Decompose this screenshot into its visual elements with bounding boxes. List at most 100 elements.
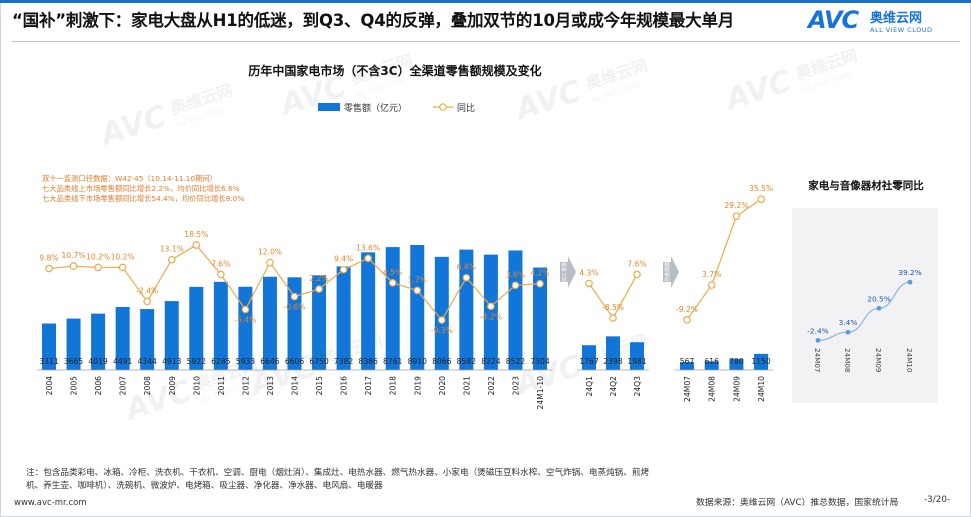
yoy-point: [585, 279, 593, 288]
yoy-point: [167, 255, 176, 264]
x-tick-label: 2021: [462, 376, 471, 395]
bar-value-label: 567: [680, 357, 695, 366]
bar-annual: [385, 247, 400, 370]
inset-point: [876, 305, 882, 311]
yoy-value-label: 10.2%: [86, 252, 110, 261]
x-tick-label: 24M07: [683, 376, 692, 402]
yoy-value-label: 9.4%: [334, 255, 353, 264]
yoy-point: [732, 212, 741, 220]
bar-annual: [483, 254, 498, 370]
bar-value-label: 4913: [162, 357, 181, 366]
x-tick-label: 24M08: [708, 376, 717, 402]
footnote: 注：包含品类彩电、冰箱、冷柜、洗衣机、干衣机、空调、厨电（烟灶消）、集成灶、电热…: [26, 468, 650, 491]
yoy-point: [707, 281, 716, 289]
bar-quarterly: [606, 336, 620, 370]
bar-quarterly: [630, 342, 644, 370]
x-tick-label: 2020: [438, 376, 447, 395]
x-tick-label: 2014: [291, 376, 300, 395]
inset-x-tick-label: 24M08: [843, 348, 852, 373]
yoy-point: [94, 263, 102, 272]
bar-value-label: 3311: [39, 357, 58, 366]
x-tick-label: 2011: [217, 376, 226, 395]
yoy-value-label: 7.6%: [211, 259, 230, 268]
yoy-point: [413, 286, 422, 295]
x-tick-label: 2009: [168, 376, 177, 395]
bar-value-label: 6606: [285, 357, 304, 366]
bar-monthly: [704, 361, 719, 370]
yoy-line-monthly: [686, 198, 762, 321]
yoy-value-label: -5.4%: [234, 316, 256, 325]
yoy-point: [757, 195, 765, 203]
logo-en: ALL VIEW CLOUD: [870, 26, 933, 34]
inset-value-label: 39.2%: [898, 268, 921, 277]
bar-annual: [115, 306, 130, 370]
bar-value-label: 8910: [408, 357, 427, 366]
avc-logo: AVC 奥维云网 ALL VIEW CLOUD: [808, 6, 958, 40]
bar-value-label: 6285: [211, 357, 230, 366]
x-tick-label: 2012: [241, 376, 250, 395]
logo-brand: AVC: [808, 6, 859, 34]
bar-annual: [336, 266, 351, 370]
yoy-value-label: 4.3%: [579, 268, 598, 277]
data-source: 数据来源：奥维云网（AVC）推总数据，国家统计局: [696, 498, 899, 508]
bar-value-label: 5922: [187, 357, 206, 366]
bar-value-label: 4344: [138, 357, 157, 366]
yoy-value-label: 13.6%: [356, 243, 380, 252]
inset-chart-title: 家电与音像器材社零同比: [808, 179, 924, 192]
separator-arrow: [560, 256, 576, 288]
yoy-value-label: -9.3%: [431, 326, 453, 335]
yoy-value-label: 18.5%: [184, 230, 208, 239]
bar-value-label: 780: [729, 357, 744, 366]
yoy-value-label: 6.4%: [457, 263, 476, 272]
yoy-point: [45, 264, 53, 273]
yoy-value-label: 29.2%: [724, 201, 748, 210]
header-divider: [12, 41, 960, 42]
x-tick-label: 24Q3: [633, 376, 642, 397]
yoy-point: [536, 279, 544, 288]
inset-x-tick-label: 24M07: [813, 348, 822, 373]
bar-monthly: [729, 359, 744, 370]
yoy-value-label: 12.0%: [258, 248, 282, 257]
x-tick-label: 2019: [413, 376, 422, 395]
bar-quarterly: [582, 345, 596, 370]
bar-value-label: 1767: [579, 357, 598, 366]
bar-annual: [312, 275, 327, 370]
bar-annual: [262, 276, 277, 370]
yoy-value-label: 2.2%: [309, 274, 328, 283]
inset-panel-background: [792, 208, 938, 403]
bar-value-label: 8224: [481, 357, 500, 366]
bar-value-label: 1150: [751, 357, 770, 366]
inset-x-tick-label: 24M10: [905, 348, 914, 373]
x-tick-label: 24Q2: [609, 376, 618, 397]
yoy-value-label: 3.7%: [702, 270, 721, 279]
yoy-value-label: 10.2%: [111, 252, 135, 261]
x-tick-label: 2004: [45, 376, 54, 395]
bar-value-label: 7382: [334, 357, 353, 366]
watermark-brand: AVC: [720, 64, 796, 118]
yoy-point: [437, 316, 446, 324]
yoy-value-label: 9.8%: [39, 254, 58, 263]
yoy-value-label: 4.2%: [530, 269, 549, 278]
bar-annual: [361, 252, 376, 370]
legend-bar-label: 零售额（亿元）: [344, 102, 407, 114]
yoy-point: [609, 314, 617, 322]
inset-line: [817, 281, 911, 341]
inset-value-label: 20.5%: [867, 294, 890, 303]
header-accent-bar: [0, 0, 971, 3]
yoy-point: [118, 263, 127, 272]
yoy-value-label: 3.6%: [506, 270, 525, 279]
separator-label: 月度规模: [664, 262, 671, 282]
x-tick-label: 24M1-10: [536, 376, 545, 410]
bar-value-label: 616: [704, 357, 719, 366]
watermark-brand: AVC: [95, 99, 171, 153]
bar-value-label: 8522: [506, 357, 525, 366]
yoy-value-label: -8.5%: [602, 303, 624, 312]
watermark-brand: AVC: [510, 74, 586, 128]
bar-value-label: 8386: [358, 357, 377, 366]
bar-annual: [189, 286, 204, 370]
yoy-point: [143, 297, 152, 306]
x-tick-label: 2013: [266, 376, 275, 395]
website-link[interactable]: www.avc-mr.com: [14, 498, 87, 508]
yoy-point: [364, 254, 372, 263]
